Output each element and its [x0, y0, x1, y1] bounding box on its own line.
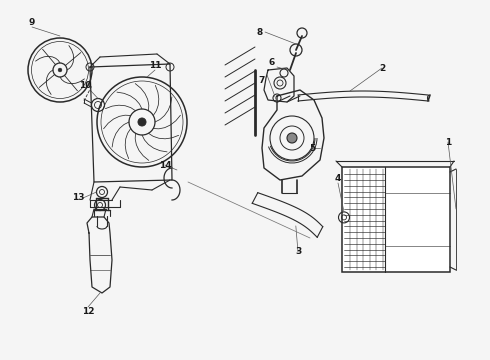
Text: 1: 1: [445, 138, 451, 147]
Text: 12: 12: [82, 307, 94, 316]
Text: 4: 4: [335, 174, 341, 183]
Text: 5: 5: [309, 144, 315, 153]
Text: 3: 3: [295, 248, 301, 256]
Text: 11: 11: [149, 60, 161, 69]
Text: 8: 8: [257, 27, 263, 36]
Bar: [342, 167, 450, 272]
Circle shape: [58, 68, 62, 72]
Circle shape: [287, 133, 297, 143]
Text: 7: 7: [259, 76, 265, 85]
Text: 2: 2: [379, 63, 385, 72]
Text: 6: 6: [269, 58, 275, 67]
Circle shape: [138, 118, 146, 126]
Text: 13: 13: [72, 194, 84, 202]
Text: 10: 10: [79, 81, 91, 90]
Text: 14: 14: [159, 161, 171, 170]
Text: 9: 9: [29, 18, 35, 27]
